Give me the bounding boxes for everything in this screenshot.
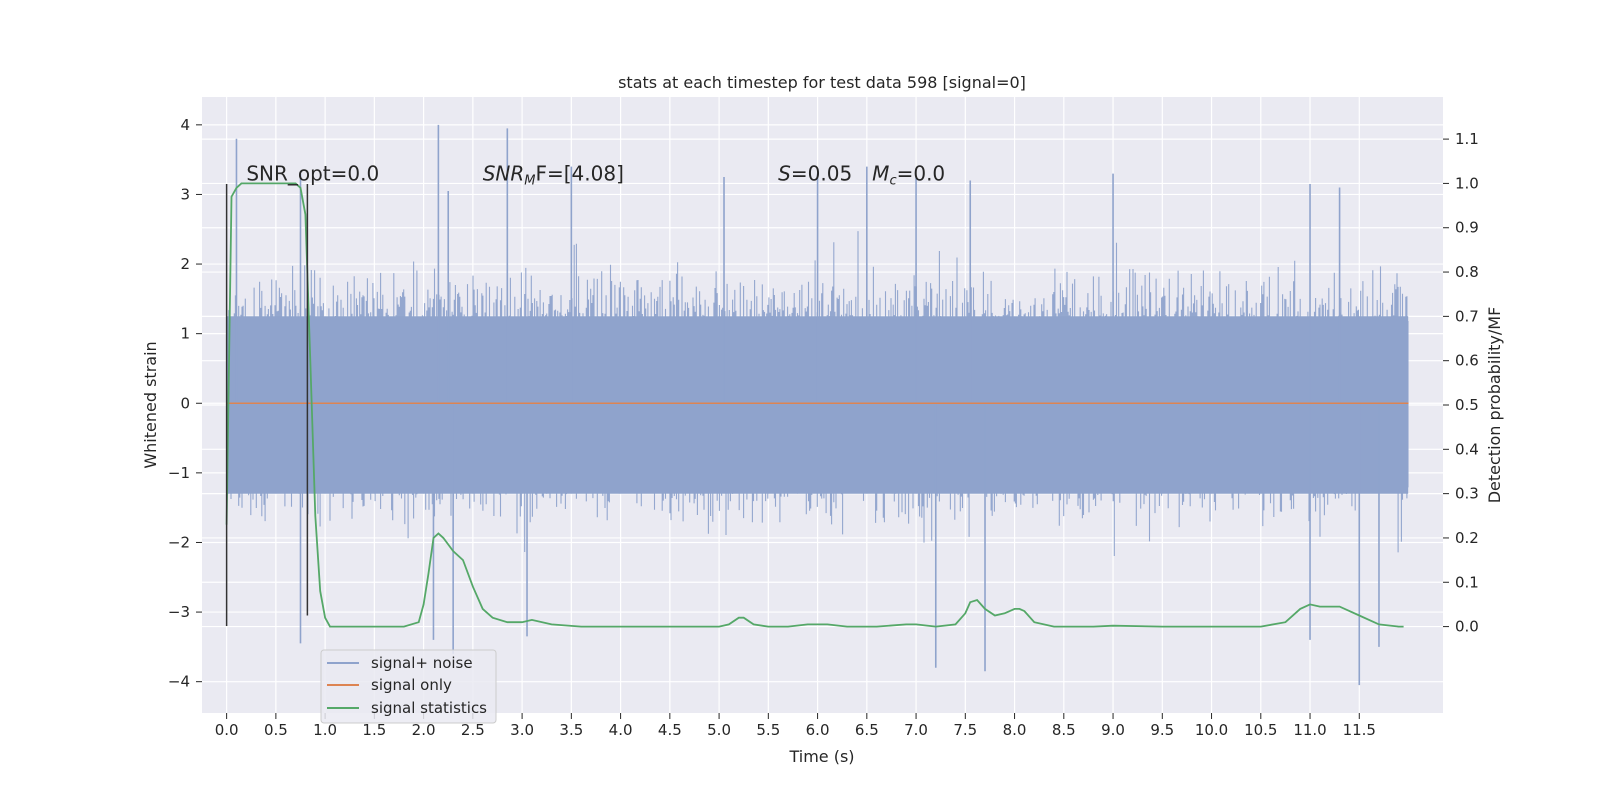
x-tick-label: 3.0	[510, 721, 534, 739]
x-axis-label: Time (s)	[788, 747, 854, 766]
annotation-mc-label: M	[872, 162, 889, 186]
y-right-tick-label: 0.1	[1455, 573, 1479, 591]
x-tick-label: 7.5	[953, 721, 977, 739]
y-left-tick-label: −4	[168, 673, 190, 691]
y-right-tick-label: 0.9	[1455, 219, 1479, 237]
annotation-s-mc: S=0.05 Mc=0.0	[778, 162, 945, 189]
annotation-snr-opt: SNR_opt=0.0	[246, 162, 379, 186]
x-tick-label: 8.0	[1003, 721, 1027, 739]
annotations: SNR_opt=0.0 SNRMF=[4.08] S=0.05 Mc=0.0	[246, 162, 945, 189]
annotation-snr-mf-sub: M	[524, 174, 535, 189]
x-tick-label: 8.5	[1052, 721, 1076, 739]
annotation-snr-mf-rest: F=[4.08]	[535, 162, 623, 186]
chart-title: stats at each timestep for test data 598…	[618, 73, 1026, 92]
x-tick-label: 2.0	[412, 721, 436, 739]
x-tick-label: 3.5	[559, 721, 583, 739]
y-right-tick-label: 0.8	[1455, 263, 1479, 281]
x-tick-label: 9.0	[1101, 721, 1125, 739]
x-tick-label: 10.0	[1195, 721, 1228, 739]
y-axis-label-right: Detection probability/MF	[1485, 307, 1504, 504]
x-tick-label: 5.5	[756, 721, 780, 739]
x-tick-label: 7.0	[904, 721, 928, 739]
series-lines	[225, 182, 1409, 628]
annotation-s-label: S	[778, 162, 791, 186]
legend-label-stats: signal statistics	[371, 699, 487, 717]
y-right-tick-label: 0.6	[1455, 352, 1479, 370]
y-right-tick-label: 1.1	[1455, 130, 1479, 148]
y-left-tick-label: 4	[180, 116, 190, 134]
y-right-tick-label: 0.0	[1455, 618, 1479, 636]
x-tick-label: 0.0	[215, 721, 239, 739]
y-right-tick-label: 1.0	[1455, 174, 1479, 192]
x-tick-label: 4.5	[658, 721, 682, 739]
y-left-tick-label: 3	[180, 185, 190, 203]
y-left-tick-label: 2	[180, 255, 190, 273]
x-tick-label: 1.0	[313, 721, 337, 739]
y-left-tick-label: 1	[180, 325, 190, 343]
annotation-mc-value: =0.0	[897, 162, 946, 186]
y-axis-label-left: Whitened strain	[141, 341, 160, 468]
legend-label-signal: signal only	[371, 676, 452, 694]
annotation-s-value: =0.05	[791, 162, 872, 186]
y-right-tick-label: 0.5	[1455, 396, 1479, 414]
axes: 0.0 0.5 1.0 1.5 2.0 2.5 3.0 3.5 4.0 4.5 5.0 5.5 6.0 6…	[168, 116, 1479, 739]
y-right-tick-label: 0.4	[1455, 440, 1479, 458]
y-left-tick-label: 0	[180, 394, 190, 412]
annotation-mc-sub: c	[889, 174, 896, 189]
x-tick-label: 6.5	[855, 721, 879, 739]
x-tick-label: 11.5	[1343, 721, 1376, 739]
legend: signal+ noise signal only signal statist…	[320, 649, 497, 724]
vertical-markers	[225, 184, 309, 626]
x-tick-label: 9.5	[1150, 721, 1174, 739]
y-right-tick-label: 0.3	[1455, 485, 1479, 503]
y-left-tick-label: −3	[168, 603, 190, 621]
x-tick-label: 4.0	[609, 721, 633, 739]
signal-statistics-line	[225, 182, 1404, 628]
x-tick-label: 6.0	[806, 721, 830, 739]
x-tick-label: 10.5	[1244, 721, 1277, 739]
x-tick-label: 0.5	[264, 721, 288, 739]
y-right-tick-label: 0.2	[1455, 529, 1479, 547]
legend-box	[320, 649, 497, 724]
y-left-tick-label: −1	[168, 464, 190, 482]
x-tick-label: 11.0	[1293, 721, 1326, 739]
x-tick-label: 5.0	[707, 721, 731, 739]
annotation-snr-mf: SNRMF=[4.08]	[483, 162, 624, 189]
x-tick-label: 1.5	[362, 721, 386, 739]
y-right-tick-label: 0.7	[1455, 307, 1479, 325]
annotation-snr-mf-main: SNR	[483, 162, 525, 186]
x-tick-label: 2.5	[461, 721, 485, 739]
signal-noise-series	[226, 124, 1409, 686]
y-left-tick-label: −2	[168, 533, 190, 551]
legend-label-noise: signal+ noise	[371, 654, 473, 672]
